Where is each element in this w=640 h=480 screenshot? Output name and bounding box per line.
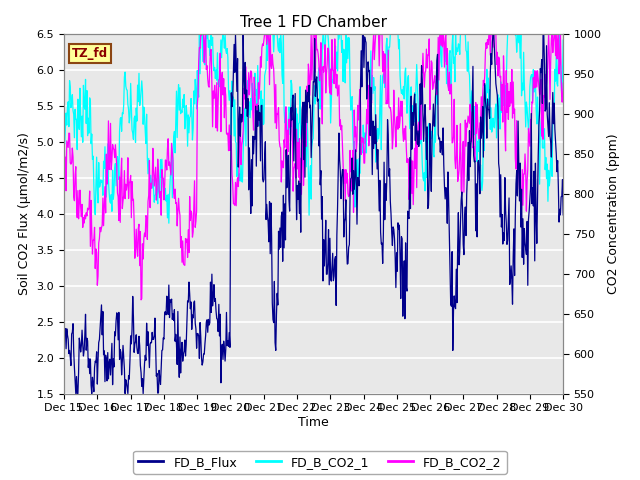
Text: TZ_fd: TZ_fd (72, 47, 108, 60)
Legend: FD_B_Flux, FD_B_CO2_1, FD_B_CO2_2: FD_B_Flux, FD_B_CO2_1, FD_B_CO2_2 (133, 451, 507, 474)
Y-axis label: CO2 Concentration (ppm): CO2 Concentration (ppm) (607, 133, 620, 294)
X-axis label: Time: Time (298, 416, 329, 429)
Title: Tree 1 FD Chamber: Tree 1 FD Chamber (240, 15, 387, 30)
Y-axis label: Soil CO2 Flux (μmol/m2/s): Soil CO2 Flux (μmol/m2/s) (18, 132, 31, 295)
